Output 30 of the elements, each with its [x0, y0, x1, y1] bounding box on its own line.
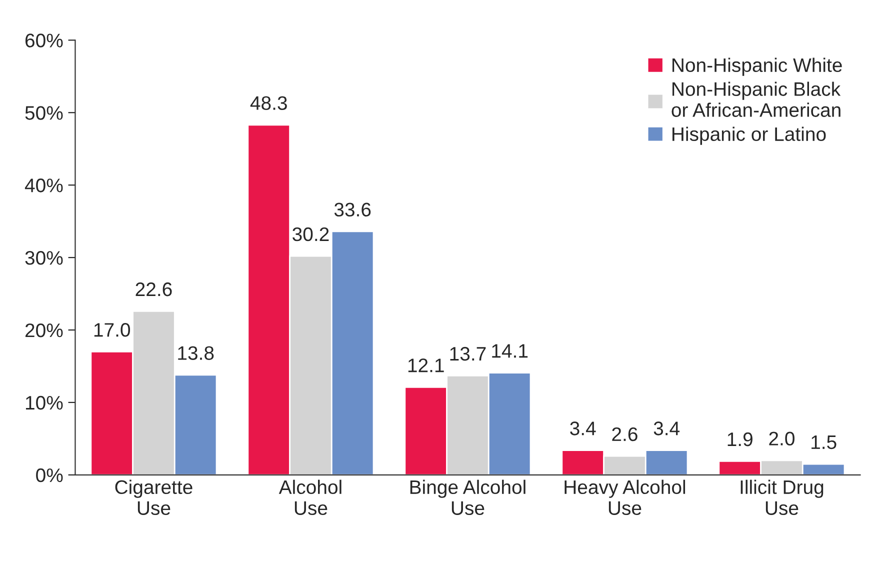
- data-label: 2.0: [769, 432, 794, 446]
- data-label: 3.4: [654, 422, 680, 436]
- y-tick-label: 60%: [25, 34, 63, 48]
- legend-label: Hispanic or Latino: [672, 126, 826, 145]
- x-tick-label: Heavy Alcohol Use: [564, 480, 686, 515]
- y-tick-label: 0%: [36, 468, 63, 482]
- data-label: 13.8: [178, 346, 214, 360]
- data-label: 1.9: [728, 432, 752, 446]
- data-label: 17.0: [94, 323, 130, 337]
- data-label: 1.5: [812, 436, 836, 450]
- legend-label: Non-Hispanic Black or African-American: [672, 82, 841, 117]
- data-label: 13.7: [450, 346, 486, 361]
- y-tick-label: 50%: [25, 106, 63, 120]
- y-tick-label: 20%: [25, 323, 63, 338]
- data-label: 3.4: [570, 422, 596, 436]
- data-label: 2.6: [612, 427, 638, 442]
- data-label: 30.2: [292, 227, 329, 242]
- data-label: 14.1: [492, 344, 528, 358]
- y-tick-label: 40%: [24, 178, 63, 192]
- data-label: 12.1: [408, 358, 444, 372]
- x-tick-label: Binge Alcohol Use: [410, 480, 526, 515]
- data-label: 33.6: [334, 202, 371, 216]
- y-tick-label: 30%: [25, 251, 63, 265]
- data-label: 48.3: [250, 96, 287, 110]
- data-label: 22.6: [136, 282, 172, 296]
- x-tick-label: Alcohol Use: [278, 480, 342, 515]
- legend-label: Non-Hispanic White: [672, 58, 842, 76]
- x-tick-label: Cigarette Use: [115, 480, 192, 515]
- y-tick-label: 10%: [26, 396, 63, 410]
- x-tick-label: Illicit Drug Use: [740, 480, 824, 515]
